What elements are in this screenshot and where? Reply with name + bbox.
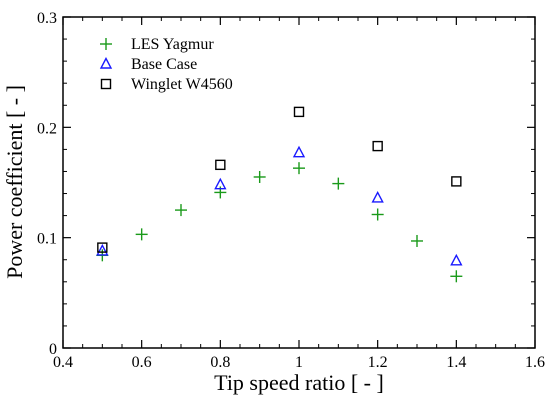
x-tick-label: 0.4 <box>53 354 73 371</box>
base-case-data-point <box>371 190 384 203</box>
legend-marker-les-yagmur <box>100 38 112 50</box>
legend-label-winglet-w4560: Winglet W4560 <box>131 76 233 93</box>
y-tick-label: 0.3 <box>37 10 57 27</box>
x-tick-label: 0.8 <box>210 354 230 371</box>
y-axis-title: Power coefficient [ - ] <box>2 85 27 279</box>
data-points <box>96 106 463 283</box>
x-tick-label: 0.6 <box>132 354 152 371</box>
base-case-data-point <box>214 177 227 190</box>
legend-marker-winglet-w4560 <box>100 78 112 90</box>
base-case-data-point <box>96 243 109 256</box>
y-tick-label: 0.1 <box>37 231 57 248</box>
x-tick-label: 1.4 <box>446 354 466 371</box>
les-yagmur-data-point <box>371 208 384 221</box>
axis-tick-labels: 0.4 0.6 0.8 1 1.2 1.4 1.6 0 0.1 0.2 0.3 <box>37 10 545 371</box>
y-tick-label: 0.2 <box>37 120 57 137</box>
winglet-w4560-data-point <box>215 159 226 171</box>
base-case-data-point <box>292 145 306 158</box>
y-tick-label: 0 <box>49 341 57 358</box>
x-tick-label: 1.2 <box>368 354 388 371</box>
les-yagmur-data-point <box>411 234 423 247</box>
legend-label-les-yagmur: LES Yagmur <box>131 36 214 53</box>
winglet-w4560-data-point <box>372 140 383 152</box>
winglet-w4560-data-point <box>451 176 462 187</box>
legend-marker-base-case <box>99 56 113 69</box>
legend: LES Yagmur Base Case Winglet W4560 <box>99 36 233 93</box>
les-yagmur-data-point <box>293 162 305 175</box>
les-yagmur-data-point <box>135 228 148 241</box>
base-case-data-point <box>450 253 463 266</box>
les-yagmur-data-point <box>253 170 266 183</box>
legend-label-base-case: Base Case <box>131 56 197 73</box>
x-tick-label: 1 <box>295 354 303 371</box>
axis-ticks <box>62 16 536 349</box>
x-axis-title: Tip speed ratio [ - ] <box>214 370 384 395</box>
x-tick-label: 1.6 <box>525 354 545 371</box>
les-yagmur-data-point <box>332 177 345 190</box>
winglet-w4560-data-point <box>293 106 305 118</box>
les-yagmur-data-point <box>450 270 463 283</box>
les-yagmur-data-point <box>175 204 187 217</box>
winglet-w4560-data-point <box>97 242 108 253</box>
